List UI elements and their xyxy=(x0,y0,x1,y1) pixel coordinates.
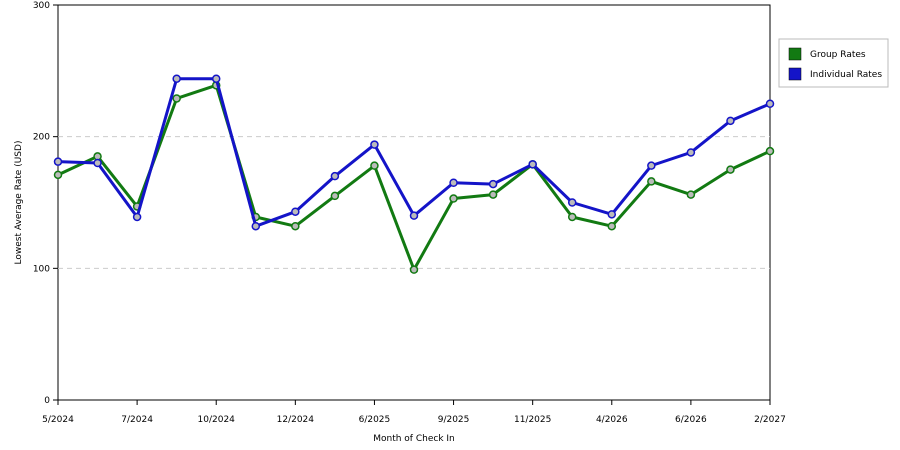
x-axis-label: Month of Check In xyxy=(373,434,455,444)
x-tick-label: 11/2025 xyxy=(514,415,551,425)
x-tick-label: 9/2025 xyxy=(438,415,470,425)
data-point xyxy=(686,190,696,199)
data-point xyxy=(686,148,696,157)
x-tick-label: 6/2025 xyxy=(359,415,391,425)
data-point xyxy=(647,177,656,186)
data-point xyxy=(607,221,617,231)
data-point xyxy=(528,160,537,169)
y-tick-label: 300 xyxy=(33,1,50,11)
x-tick-label: 2/2027 xyxy=(754,415,786,425)
data-point xyxy=(409,211,419,220)
data-point xyxy=(53,157,63,166)
data-point xyxy=(291,207,300,216)
data-point xyxy=(93,158,102,168)
data-point xyxy=(330,171,340,181)
data-point xyxy=(53,170,63,180)
data-point xyxy=(172,94,181,103)
data-point xyxy=(251,221,261,231)
data-point xyxy=(291,221,300,231)
data-point xyxy=(567,212,577,222)
data-point xyxy=(449,178,458,187)
data-point xyxy=(132,212,142,222)
data-point xyxy=(567,198,577,207)
legend-swatch xyxy=(788,47,802,61)
data-point xyxy=(726,116,735,126)
data-point xyxy=(647,161,656,170)
data-point xyxy=(409,265,419,274)
data-point xyxy=(370,140,379,149)
data-point xyxy=(726,165,735,174)
y-tick-label: 200 xyxy=(33,133,50,143)
y-axis-label: Lowest Average Rate (USD) xyxy=(14,141,24,265)
x-tick-label: 7/2024 xyxy=(121,415,153,425)
data-point xyxy=(211,74,221,83)
data-point xyxy=(607,210,617,219)
x-tick-label: 4/2026 xyxy=(596,415,628,425)
data-point xyxy=(765,99,775,108)
data-point xyxy=(449,194,458,203)
legend-swatch xyxy=(788,67,802,81)
data-point xyxy=(765,146,775,156)
x-tick-label: 10/2024 xyxy=(198,415,236,425)
legend-label: Group Rates xyxy=(810,50,866,60)
plot-area xyxy=(57,4,771,401)
x-tick-label: 6/2026 xyxy=(675,415,707,425)
data-point xyxy=(330,191,340,201)
x-tick-label: 5/2024 xyxy=(42,415,74,425)
data-point xyxy=(370,161,379,170)
data-point xyxy=(488,179,498,189)
legend-label: Individual Rates xyxy=(810,70,882,80)
data-point xyxy=(488,190,498,199)
y-tick-label: 100 xyxy=(33,264,50,274)
x-tick-label: 12/2024 xyxy=(277,415,315,425)
data-point xyxy=(172,74,181,83)
y-tick-label: 0 xyxy=(44,396,50,406)
